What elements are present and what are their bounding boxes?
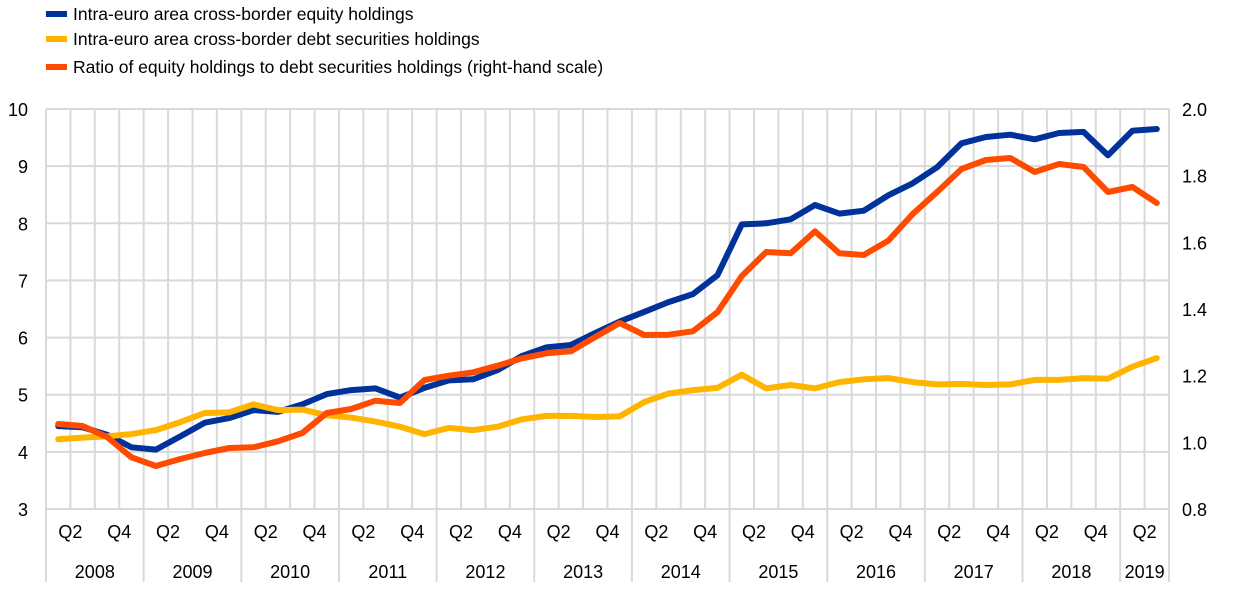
y-left-tick-label: 10 [8,100,28,120]
x-quarter-tick-label: Q4 [693,522,717,542]
x-quarter-tick-label: Q4 [498,522,522,542]
x-year-label: 2019 [1125,562,1165,582]
x-quarter-tick-label: Q4 [888,522,912,542]
x-quarter-tick-label: Q4 [791,522,815,542]
y-right-tick-label: 1.0 [1182,433,1207,453]
x-year-label: 2011 [368,562,407,582]
series-line-ratio [55,155,1160,469]
legend-item-debt: Intra-euro area cross-border debt securi… [46,27,480,51]
x-quarter-tick-label: Q2 [644,522,668,542]
x-quarter-tick-label: Q4 [205,522,229,542]
y-left-tick-label: 8 [18,214,28,234]
y-axis-right: 0.8 1.0 1.2 1.4 1.6 1.8 2.0 [1182,100,1207,520]
x-quarter-tick-label: Q4 [595,522,619,542]
x-year-label: 2012 [465,562,505,582]
y-right-tick-label: 2.0 [1182,100,1207,120]
legend-item-equity: Intra-euro area cross-border equity hold… [46,2,413,26]
x-year-label: 2013 [563,562,603,582]
x-axis: Q2 Q4 Q2 Q4 Q2 Q4 Q2 Q4 Q2 Q4 Q2 Q4 Q2 Q4 Q2 Q4 Q2 Q4 Q2 Q4… [58,522,1164,582]
series-line-debt [55,355,1160,443]
x-quarter-tick-label: Q4 [303,522,327,542]
legend-label-ratio: Ratio of equity holdings to debt securit… [73,56,604,77]
y-left-tick-label: 9 [18,157,28,177]
x-year-label: 2009 [172,562,212,582]
x-year-label: 2015 [758,562,798,582]
x-quarter-tick-label: Q2 [1035,522,1059,542]
x-quarter-tick-label: Q2 [449,522,473,542]
x-year-label: 2008 [75,562,115,582]
y-left-tick-label: 6 [18,329,28,349]
x-quarter-tick-label: Q4 [1084,522,1108,542]
x-quarter-tick-label: Q2 [547,522,571,542]
legend-item-ratio: Ratio of equity holdings to debt securit… [46,55,603,79]
x-year-label: 2016 [856,562,896,582]
x-quarter-tick-label: Q4 [107,522,131,542]
x-year-label: 2018 [1051,562,1091,582]
y-left-tick-label: 4 [18,443,28,463]
y-right-tick-label: 1.6 [1182,233,1207,253]
x-year-label: 2017 [954,562,994,582]
y-left-tick-label: 3 [18,500,28,520]
legend-swatch-ratio [46,64,67,70]
x-quarter-tick-label: Q2 [351,522,375,542]
y-left-tick-label: 5 [18,386,28,406]
x-quarter-tick-label: Q2 [254,522,278,542]
x-quarter-tick-label: Q4 [400,522,424,542]
y-left-tick-label: 7 [18,271,28,291]
x-quarter-tick-label: Q2 [58,522,82,542]
series-layer [55,126,1160,469]
x-quarter-tick-label: Q2 [156,522,180,542]
grid [45,108,1170,582]
legend-label-debt: Intra-euro area cross-border debt securi… [73,28,480,49]
x-quarter-tick-label: Q2 [1133,522,1157,542]
y-right-tick-label: 1.2 [1182,367,1207,387]
x-quarter-tick-label: Q2 [742,522,766,542]
y-right-tick-label: 0.8 [1182,500,1207,520]
y-right-tick-label: 1.8 [1182,167,1207,187]
legend-label-equity: Intra-euro area cross-border equity hold… [73,3,414,24]
x-quarter-tick-label: Q2 [840,522,864,542]
legend-swatch-debt [46,36,67,42]
legend-swatch-equity [46,11,67,17]
x-year-label: 2010 [270,562,310,582]
x-year-label: 2014 [661,562,701,582]
x-quarter-tick-label: Q2 [937,522,961,542]
x-quarter-tick-label: Q4 [986,522,1010,542]
y-right-tick-label: 1.4 [1182,300,1207,320]
y-axis-left: 3 4 5 6 7 8 9 10 [8,100,28,520]
